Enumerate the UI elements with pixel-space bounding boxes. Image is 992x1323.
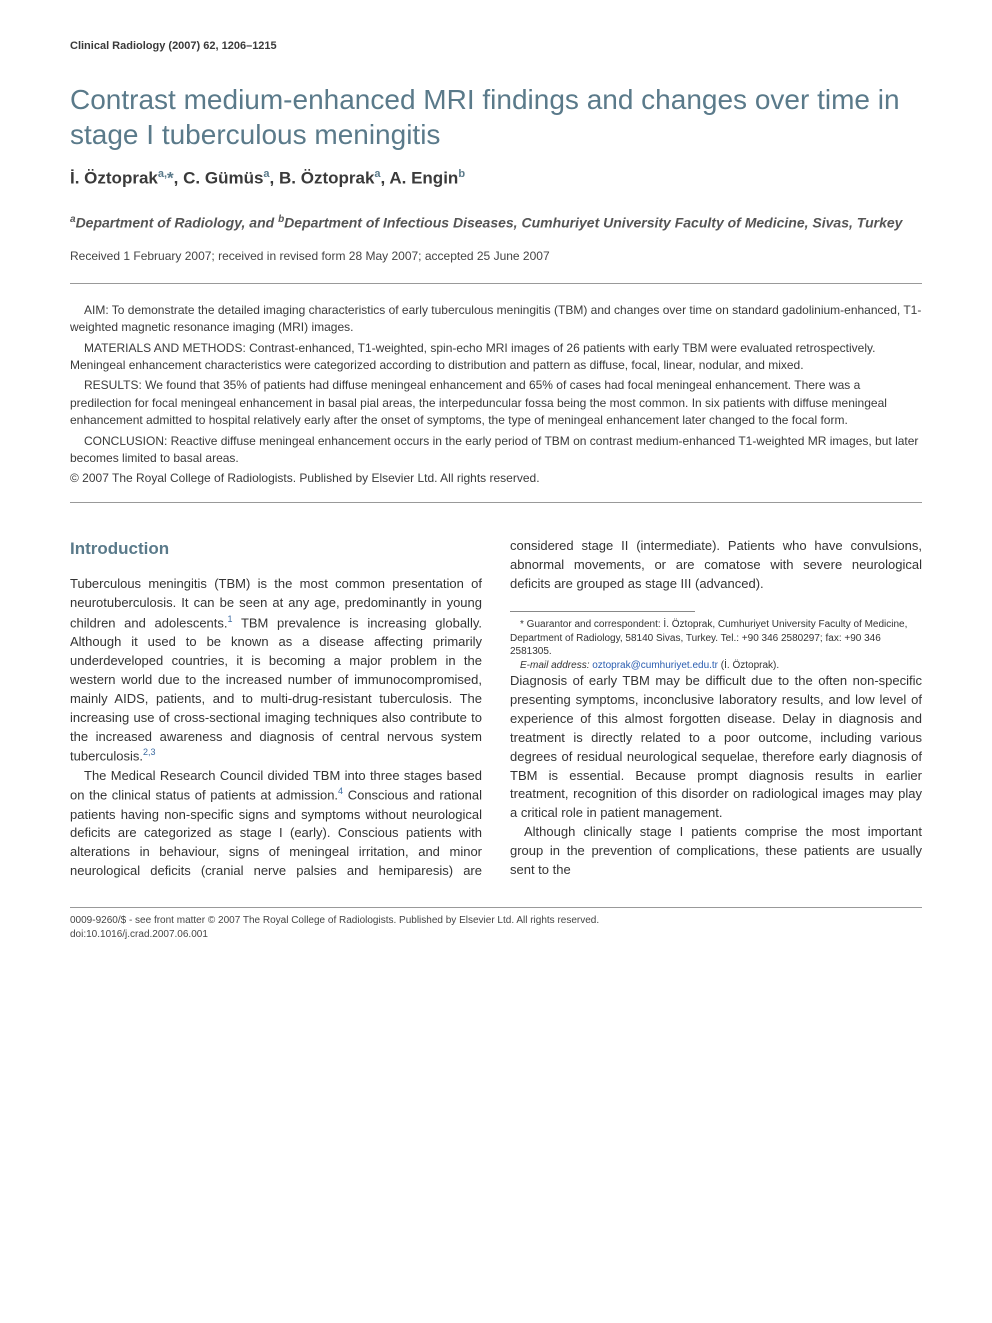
- author-2-sup: a: [263, 168, 269, 180]
- abstract-block: AIM: To demonstrate the detailed imaging…: [70, 302, 922, 488]
- doi-line: doi:10.1016/j.crad.2007.06.001: [70, 928, 922, 942]
- citation-2-3[interactable]: 2,3: [143, 747, 156, 757]
- footnote-email-tail: (İ. Öztoprak).: [718, 660, 779, 671]
- abstract-results: RESULTS: We found that 35% of patients h…: [70, 377, 922, 429]
- abstract-methods: MATERIALS AND METHODS: Contrast-enhanced…: [70, 340, 922, 375]
- affil-a-text: Department of Radiology, and: [76, 214, 279, 230]
- intro-p1b: TBM prevalence is increasing globally. A…: [70, 615, 482, 763]
- abstract-bottom-rule: [70, 502, 922, 503]
- intro-para-4: Although clinically stage I patients com…: [510, 823, 922, 880]
- corresponding-asterisk: *: [167, 169, 174, 188]
- affiliations: aDepartment of Radiology, and bDepartmen…: [70, 213, 922, 233]
- footnote-guarantor: * Guarantor and correspondent: İ. Öztopr…: [510, 618, 922, 659]
- affil-b-text: Department of Infectious Diseases, Cumhu…: [284, 214, 902, 230]
- author-4-sup: b: [458, 168, 465, 180]
- authors-line: İ. Öztopraka,*, C. Gümüsa, B. Öztopraka,…: [70, 168, 922, 189]
- running-head: Clinical Radiology (2007) 62, 1206–1215: [70, 40, 922, 52]
- abstract-top-rule: [70, 283, 922, 284]
- footnote-rule: [510, 611, 695, 612]
- correspondent-footnote: * Guarantor and correspondent: İ. Öztopr…: [510, 618, 922, 672]
- footnote-email-line: E-mail address: oztoprak@cumhuriyet.edu.…: [510, 659, 922, 673]
- section-heading-introduction: Introduction: [70, 537, 482, 562]
- article-dates: Received 1 February 2007; received in re…: [70, 249, 922, 263]
- author-4: A. Engin: [389, 169, 458, 188]
- page-bottom-rule: [70, 907, 922, 908]
- intro-para-3: Diagnosis of early TBM may be difficult …: [510, 672, 922, 823]
- author-1: İ. Öztoprak: [70, 169, 158, 188]
- body-columns: Introduction Tuberculous meningitis (TBM…: [70, 537, 922, 881]
- front-matter-line: 0009-9260/$ - see front matter © 2007 Th…: [70, 914, 922, 928]
- article-title: Contrast medium-enhanced MRI findings an…: [70, 82, 922, 152]
- author-3: B. Öztoprak: [279, 169, 374, 188]
- author-2: C. Gümüs: [183, 169, 263, 188]
- footnote-email-label: E-mail address:: [520, 660, 592, 671]
- abstract-conclusion: CONCLUSION: Reactive diffuse meningeal e…: [70, 433, 922, 468]
- abstract-copyright: © 2007 The Royal College of Radiologists…: [70, 470, 922, 487]
- footnote-email-link[interactable]: oztoprak@cumhuriyet.edu.tr: [592, 660, 718, 671]
- author-3-sup: a: [374, 168, 380, 180]
- author-1-sup: a,: [158, 168, 167, 180]
- abstract-aim: AIM: To demonstrate the detailed imaging…: [70, 302, 922, 337]
- intro-para-1: Tuberculous meningitis (TBM) is the most…: [70, 575, 482, 766]
